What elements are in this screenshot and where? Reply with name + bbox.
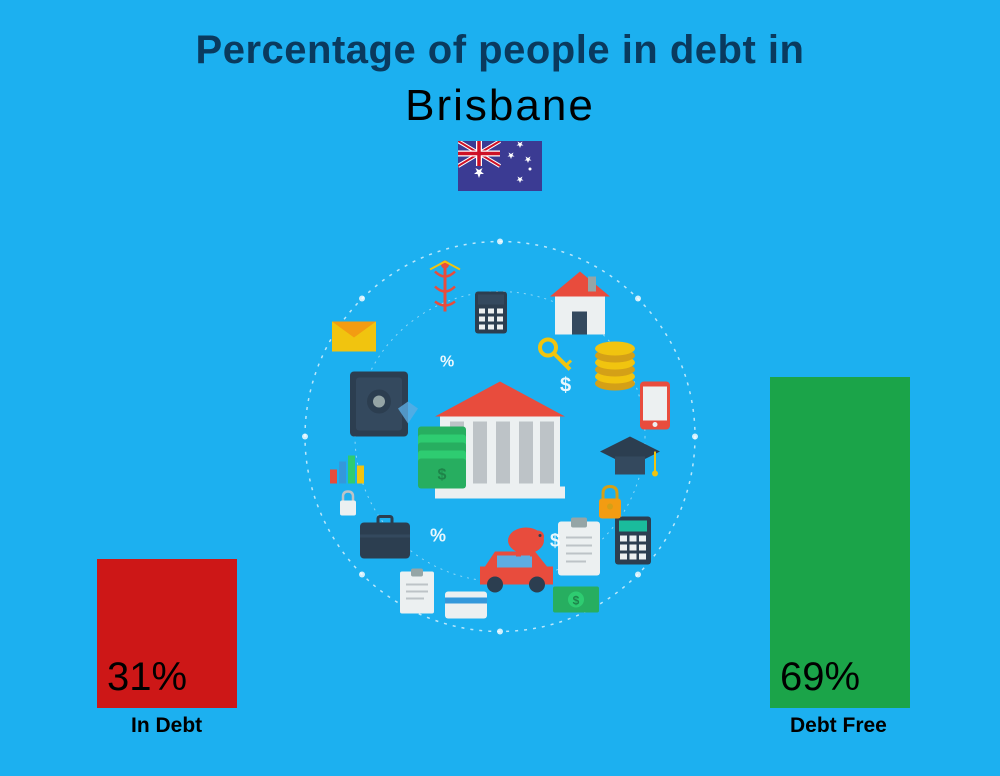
graduation-cap-icon [600, 437, 660, 477]
envelope-icon [332, 322, 376, 352]
bar-debt-free: 69% [770, 377, 910, 708]
svg-text:$: $ [550, 531, 560, 551]
clipboard-small-icon [400, 569, 434, 614]
coins-icon [595, 342, 635, 391]
safe-icon [350, 372, 408, 437]
briefcase-icon [360, 517, 410, 559]
bar-in-debt: 31% [97, 559, 237, 708]
finance-icons-circle-icon: $ [290, 227, 710, 647]
svg-text:$: $ [438, 467, 447, 484]
title-main: Percentage of people in debt in [0, 0, 1000, 73]
australia-flag-icon [458, 141, 542, 191]
lock-icon [599, 487, 621, 519]
phone-icon [640, 382, 670, 430]
bar-value-in-debt: 31% [107, 655, 187, 700]
center-graphic: $ [290, 227, 710, 652]
bar-label-in-debt: In Debt [131, 714, 202, 738]
car-icon [480, 552, 553, 593]
calculator-icon [615, 517, 651, 565]
calculator-top-icon [475, 292, 507, 334]
flag-container [0, 141, 1000, 191]
clipboard-icon [558, 518, 600, 576]
svg-text:$: $ [560, 375, 571, 397]
svg-text:$: $ [573, 594, 580, 608]
card-icon [445, 592, 487, 619]
cash-stack-icon: $ [418, 427, 466, 489]
key-icon [540, 340, 571, 370]
banknote-icon: $ [553, 587, 599, 613]
svg-text:%: % [440, 354, 454, 371]
bar-label-debt-free: Debt Free [790, 714, 887, 738]
caduceus-icon [430, 261, 460, 312]
house-icon [550, 272, 610, 335]
lock-small-icon [340, 492, 356, 516]
svg-text:%: % [430, 526, 446, 546]
title-city: Brisbane [0, 81, 1000, 131]
bar-value-debt-free: 69% [780, 655, 860, 700]
chart-icon [330, 456, 364, 484]
